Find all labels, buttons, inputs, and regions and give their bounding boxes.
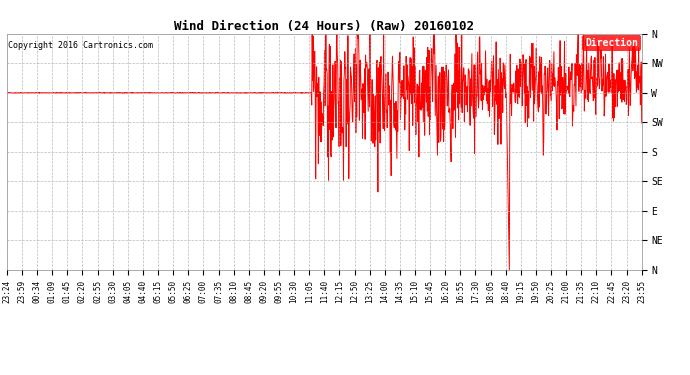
Legend: Direction: Direction <box>582 35 641 51</box>
Text: Copyright 2016 Cartronics.com: Copyright 2016 Cartronics.com <box>8 41 153 50</box>
Title: Wind Direction (24 Hours) (Raw) 20160102: Wind Direction (24 Hours) (Raw) 20160102 <box>175 20 474 33</box>
